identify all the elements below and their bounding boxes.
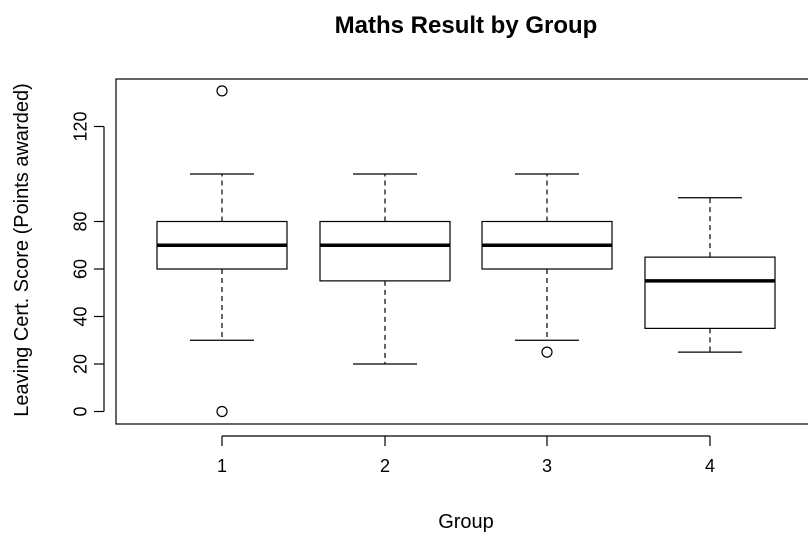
y-tick-label: 40 [70,306,90,326]
y-tick-label: 20 [70,354,90,374]
box-group-2 [319,173,451,365]
y-tick-label: 60 [70,259,90,279]
box-group-3 [481,173,613,358]
outlier-point [541,346,553,358]
iqr-box [644,256,776,329]
chart-title: Maths Result by Group [335,12,598,39]
plot-frame [115,78,808,425]
x-tick-label: 4 [705,456,715,476]
y-axis-label: Leaving Cert. Score (Points awarded) [11,83,33,417]
outlier-point [216,405,228,418]
x-tick-label: 1 [217,456,227,476]
box-group-4 [644,197,776,353]
outlier-point [216,85,228,97]
y-tick-label: 120 [70,111,90,141]
box-group-1 [156,85,288,418]
x-axis: 1 2 3 4 [217,435,715,476]
y-tick-label: 0 [70,406,90,416]
x-tick-label: 2 [380,456,390,476]
boxes-group [156,85,776,418]
x-tick-label: 3 [542,456,552,476]
y-tick-label: 80 [70,211,90,231]
y-axis: 0 20 40 60 80 120 [70,111,105,417]
x-axis-label: Group [438,511,494,533]
iqr-box [319,220,451,282]
